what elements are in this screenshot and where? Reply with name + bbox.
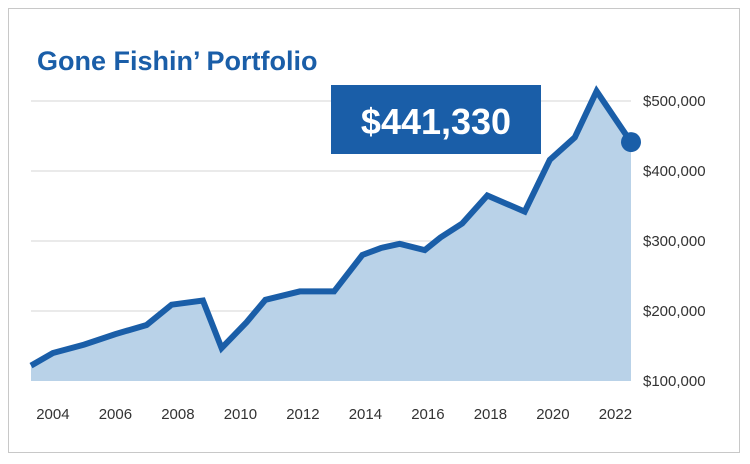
x-tick-label: 2010 (224, 406, 257, 423)
x-tick-label: 2014 (349, 406, 382, 423)
x-axis-ticks: 2004 2006 2008 2010 2012 2014 2016 2018 2020 2022 (36, 406, 632, 423)
callout-box (331, 85, 541, 154)
x-tick-label: 2022 (599, 406, 632, 423)
x-tick-label: 2012 (286, 406, 319, 423)
x-tick-label: 2020 (536, 406, 569, 423)
y-tick-label: $100,000 (643, 373, 706, 390)
y-tick-label: $300,000 (643, 233, 706, 250)
y-tick-label: $400,000 (643, 163, 706, 180)
area-fill-group (31, 91, 631, 381)
x-tick-label: 2018 (474, 406, 507, 423)
x-tick-label: 2006 (99, 406, 132, 423)
x-tick-label: 2004 (36, 406, 69, 423)
x-tick-label: 2008 (161, 406, 194, 423)
y-tick-label: $200,000 (643, 303, 706, 320)
y-tick-label: $500,000 (643, 93, 706, 110)
callout-value: $441,330 (361, 101, 511, 142)
area-fill (31, 91, 631, 381)
line-chart: Gone Fishin’ Portfolio $100,000$200,000$… (29, 46, 706, 423)
end-point-marker (621, 132, 641, 153)
y-axis-ticks: $100,000 $200,000 $300,000 $400,000 $500,000 (643, 93, 706, 390)
series-line-group (29, 85, 641, 369)
value-callout: $441,330 (331, 85, 541, 154)
chart-frame: Gone Fishin’ Portfolio $100,000 $200,000 $… (8, 8, 740, 453)
series-line (29, 85, 634, 369)
x-tick-label: 2016 (411, 406, 444, 423)
chart-title: Gone Fishin’ Portfolio (37, 46, 318, 76)
